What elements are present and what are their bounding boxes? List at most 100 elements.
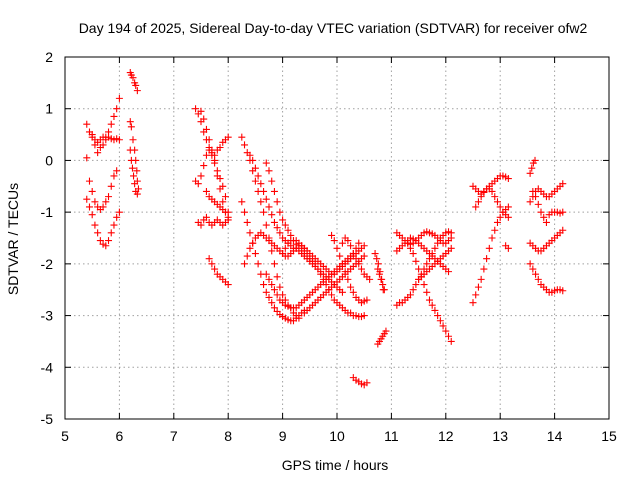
data-point xyxy=(202,213,210,221)
data-point xyxy=(197,172,205,180)
data-point xyxy=(328,231,336,239)
data-point xyxy=(425,255,433,263)
plot-area xyxy=(83,69,567,389)
data-point xyxy=(373,255,381,263)
data-point xyxy=(534,200,542,208)
data-point xyxy=(363,379,371,387)
data-point xyxy=(270,304,278,312)
series-arc-07 xyxy=(126,146,141,198)
data-point xyxy=(91,141,99,149)
y-tick-label: -1 xyxy=(41,204,54,220)
data-point xyxy=(344,237,352,245)
data-point xyxy=(202,151,210,159)
data-point xyxy=(406,291,414,299)
data-point xyxy=(262,288,270,296)
data-point xyxy=(213,172,221,180)
data-point xyxy=(268,299,276,307)
data-point xyxy=(445,332,453,340)
x-tick-label: 6 xyxy=(116,428,124,444)
data-point xyxy=(102,242,110,250)
data-point xyxy=(126,118,134,126)
data-point xyxy=(83,154,91,162)
data-point xyxy=(542,218,550,226)
series-arc-02 xyxy=(83,154,121,214)
data-point xyxy=(85,177,93,185)
data-point xyxy=(260,187,268,195)
data-point xyxy=(534,275,542,283)
data-point xyxy=(504,244,512,252)
data-point xyxy=(249,156,257,164)
data-point xyxy=(113,213,121,221)
data-point xyxy=(238,133,246,141)
data-point xyxy=(279,250,287,258)
data-point xyxy=(431,306,439,314)
data-point xyxy=(412,281,420,289)
data-point xyxy=(423,288,431,296)
x-tick-label: 13 xyxy=(492,428,508,444)
data-point xyxy=(115,208,123,216)
x-tick-label: 9 xyxy=(279,428,287,444)
x-tick-label: 11 xyxy=(384,428,399,444)
data-point xyxy=(380,286,388,294)
data-point xyxy=(224,281,232,289)
data-point xyxy=(268,211,276,219)
data-point xyxy=(96,237,104,245)
data-point xyxy=(115,136,123,144)
data-point xyxy=(333,244,341,252)
data-point xyxy=(99,141,107,149)
series-arc-27 xyxy=(374,265,388,294)
data-point xyxy=(420,281,428,289)
x-tick-label: 14 xyxy=(547,428,563,444)
data-point xyxy=(254,260,262,268)
data-point xyxy=(105,237,113,245)
data-point xyxy=(472,203,480,211)
data-point xyxy=(360,242,368,250)
series-arc-20 xyxy=(279,237,368,278)
grid xyxy=(65,57,609,419)
data-point xyxy=(406,244,414,252)
data-point xyxy=(434,312,442,320)
data-point xyxy=(338,288,346,296)
data-point xyxy=(496,203,504,211)
data-point xyxy=(276,208,284,216)
data-point xyxy=(330,237,338,245)
data-point xyxy=(425,296,433,304)
data-point xyxy=(428,301,436,309)
data-point xyxy=(133,87,141,95)
data-point xyxy=(249,239,257,247)
data-point xyxy=(216,185,224,193)
series-arc-35 xyxy=(472,185,512,221)
data-point xyxy=(202,187,210,195)
data-point xyxy=(485,244,493,252)
series-arc-10 xyxy=(194,213,232,229)
data-point xyxy=(216,144,224,151)
series-arc-26 xyxy=(374,327,390,348)
data-point xyxy=(279,216,287,224)
data-point xyxy=(488,234,496,242)
data-point xyxy=(469,299,477,307)
data-point xyxy=(94,229,102,237)
data-point xyxy=(115,94,123,102)
data-point xyxy=(88,131,96,139)
series-arc-13 xyxy=(205,255,232,289)
x-tick-label: 5 xyxy=(61,428,69,444)
series-arc-33 xyxy=(469,172,512,198)
data-point xyxy=(205,136,213,144)
data-point xyxy=(528,164,536,172)
data-point xyxy=(200,162,208,170)
data-point xyxy=(559,226,567,234)
data-point xyxy=(102,198,110,206)
data-point xyxy=(211,156,219,164)
series-arc-32 xyxy=(415,244,455,283)
data-point xyxy=(404,239,412,247)
data-point xyxy=(241,208,249,216)
data-point xyxy=(197,221,205,229)
data-point xyxy=(436,317,444,325)
data-point xyxy=(132,81,140,89)
data-point xyxy=(257,180,265,188)
data-point xyxy=(504,175,512,183)
data-point xyxy=(219,198,227,206)
series-arc-03 xyxy=(83,195,123,250)
data-point xyxy=(276,229,284,237)
